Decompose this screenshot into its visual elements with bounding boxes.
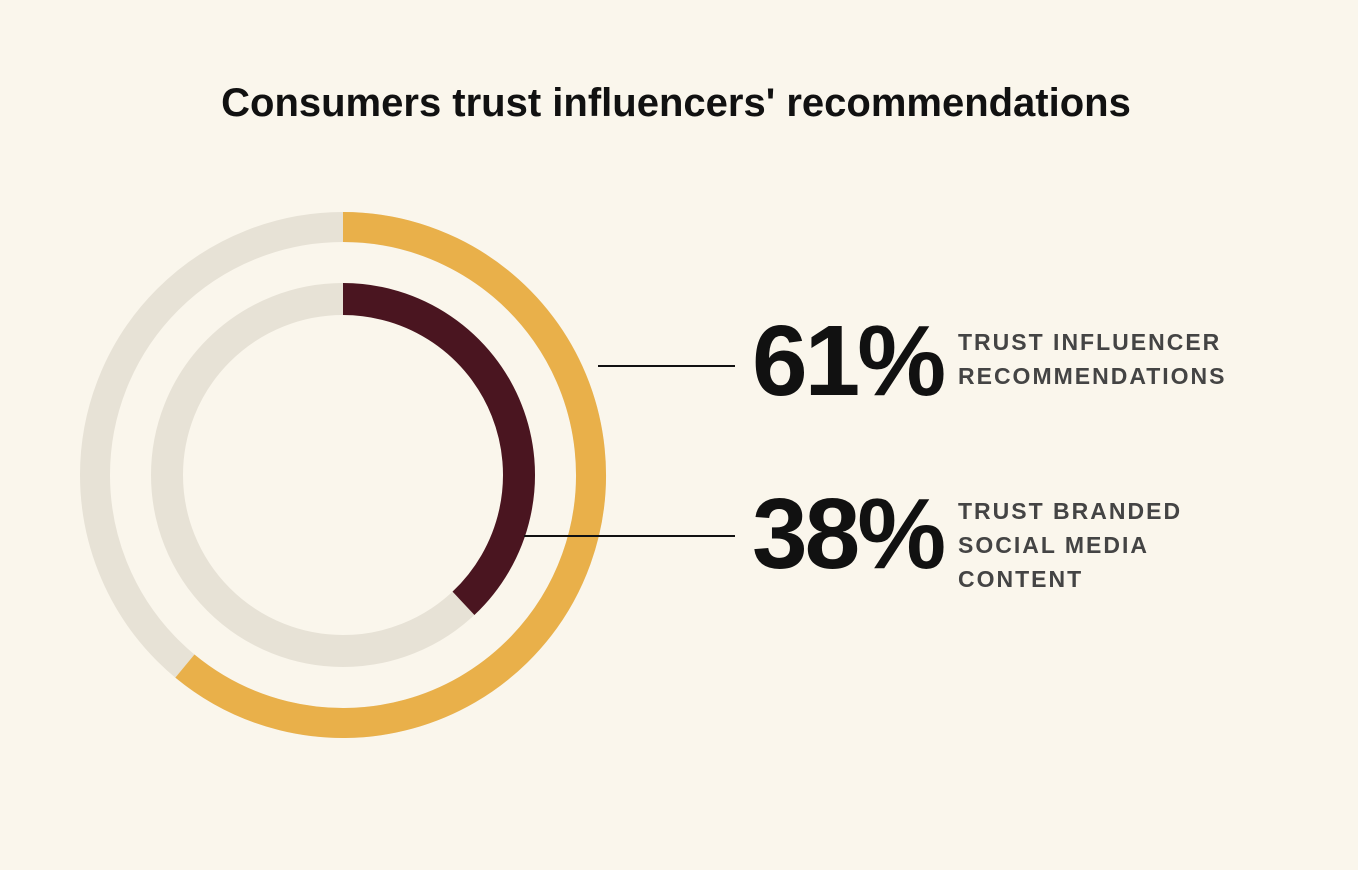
legend-label: CONTENT — [958, 566, 1083, 592]
legend-label: TRUST INFLUENCER — [958, 329, 1221, 355]
legend-label: RECOMMENDATIONS — [958, 363, 1227, 389]
value-label: 38% — [752, 478, 944, 590]
legend-label: SOCIAL MEDIA — [958, 532, 1149, 558]
arc — [342, 283, 535, 615]
legend-label: TRUST BRANDED — [958, 498, 1182, 524]
value-label: 61% — [752, 305, 944, 417]
chart-title: Consumers trust influencers' recommendat… — [221, 81, 1131, 125]
arc — [175, 212, 606, 738]
